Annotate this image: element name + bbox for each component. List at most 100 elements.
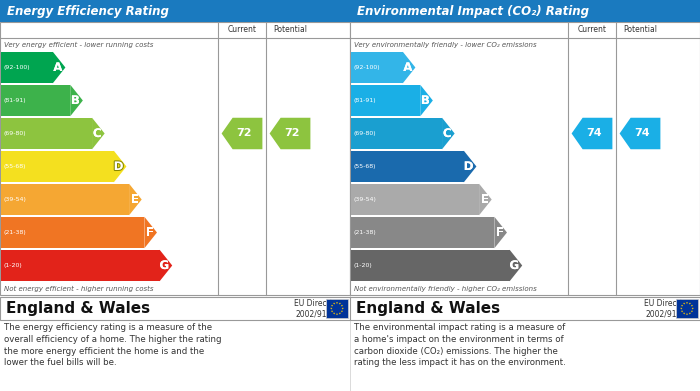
Polygon shape [420,85,433,116]
Text: EU Directive
2002/91/EC: EU Directive 2002/91/EC [645,299,692,318]
Text: (21-38): (21-38) [4,230,27,235]
Text: C: C [93,127,102,140]
Text: 74: 74 [634,129,650,138]
Text: (55-68): (55-68) [354,164,377,169]
Polygon shape [333,312,335,315]
Text: 72: 72 [236,129,251,138]
Text: The environmental impact rating is a measure of
a home's impact on the environme: The environmental impact rating is a mea… [354,323,566,368]
Polygon shape [129,184,141,215]
Polygon shape [464,151,477,182]
Polygon shape [691,305,693,307]
Polygon shape [339,312,341,315]
Text: G: G [160,259,169,272]
Polygon shape [442,118,454,149]
Polygon shape [339,303,341,305]
Polygon shape [572,118,612,149]
Polygon shape [341,310,343,312]
Text: Environmental Impact (CO₂) Rating: Environmental Impact (CO₂) Rating [357,5,589,18]
Text: G: G [510,259,519,272]
Text: (69-80): (69-80) [4,131,27,136]
Bar [676,299,698,318]
Text: Potential: Potential [273,25,307,34]
Text: (1-20): (1-20) [354,263,372,268]
Polygon shape [681,310,683,312]
Bar [1,118,92,149]
Polygon shape [331,310,333,312]
Text: Very environmentally friendly - lower CO₂ emissions: Very environmentally friendly - lower CO… [354,41,537,48]
Text: Current: Current [578,25,606,34]
Bar [351,85,420,116]
Polygon shape [336,302,338,304]
Text: 74: 74 [586,129,601,138]
Text: EU Directive
2002/91/EC: EU Directive 2002/91/EC [295,299,342,318]
Polygon shape [494,217,507,248]
Polygon shape [680,308,682,310]
Polygon shape [330,308,332,310]
Polygon shape [341,305,343,307]
Bar [1,52,52,83]
Text: (92-100): (92-100) [4,65,31,70]
Polygon shape [342,308,344,310]
Bar [1,217,144,248]
Polygon shape [92,118,104,149]
Bar [326,299,348,318]
Bar [351,217,494,248]
Bar [350,22,700,295]
Text: 72: 72 [284,129,300,138]
Polygon shape [402,52,415,83]
Text: (55-68): (55-68) [4,164,27,169]
Bar [351,52,402,83]
Polygon shape [689,303,691,305]
Text: D: D [463,160,473,173]
Bar [351,184,479,215]
Text: Not environmentally friendly - higher CO₂ emissions: Not environmentally friendly - higher CO… [354,286,537,292]
Bar [351,151,464,182]
Bar [0,0,350,22]
Text: Potential: Potential [623,25,657,34]
Polygon shape [160,250,172,281]
Text: Current: Current [228,25,256,34]
Text: A: A [403,61,412,74]
Polygon shape [681,305,683,307]
Text: (92-100): (92-100) [354,65,381,70]
Text: B: B [421,94,430,107]
Bar [351,118,442,149]
Polygon shape [144,217,157,248]
Text: England & Wales: England & Wales [6,301,150,316]
Text: The energy efficiency rating is a measure of the
overall efficiency of a home. T: The energy efficiency rating is a measur… [4,323,221,368]
Bar [0,297,350,320]
Bar [1,85,70,116]
Polygon shape [691,310,693,312]
Polygon shape [70,85,83,116]
Polygon shape [331,305,333,307]
Text: (39-54): (39-54) [4,197,27,202]
Text: (39-54): (39-54) [354,197,377,202]
Polygon shape [270,118,310,149]
Text: (69-80): (69-80) [354,131,377,136]
Polygon shape [686,313,688,316]
Text: F: F [146,226,154,239]
Text: E: E [131,193,139,206]
Polygon shape [683,303,685,305]
Polygon shape [620,118,660,149]
Text: Very energy efficient - lower running costs: Very energy efficient - lower running co… [4,41,153,48]
Text: England & Wales: England & Wales [356,301,500,316]
Polygon shape [689,312,691,315]
Text: (81-91): (81-91) [354,98,377,103]
Text: Not energy efficient - higher running costs: Not energy efficient - higher running co… [4,286,153,292]
Text: E: E [481,193,489,206]
Text: D: D [113,160,123,173]
Polygon shape [114,151,127,182]
Bar [1,250,160,281]
Polygon shape [692,308,694,310]
Polygon shape [222,118,262,149]
Polygon shape [333,303,335,305]
Text: (21-38): (21-38) [354,230,377,235]
Bar [350,0,700,22]
Polygon shape [683,312,685,315]
Text: (1-20): (1-20) [4,263,22,268]
Text: A: A [53,61,62,74]
Polygon shape [336,313,338,316]
Polygon shape [686,302,688,304]
Text: B: B [71,94,80,107]
